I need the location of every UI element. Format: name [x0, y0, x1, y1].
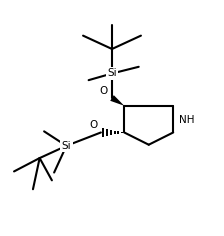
Text: NH: NH: [179, 115, 194, 125]
Text: Si: Si: [107, 68, 117, 79]
Text: O: O: [99, 86, 108, 96]
Text: O: O: [89, 120, 97, 130]
Text: Si: Si: [62, 141, 71, 151]
Polygon shape: [110, 95, 124, 106]
